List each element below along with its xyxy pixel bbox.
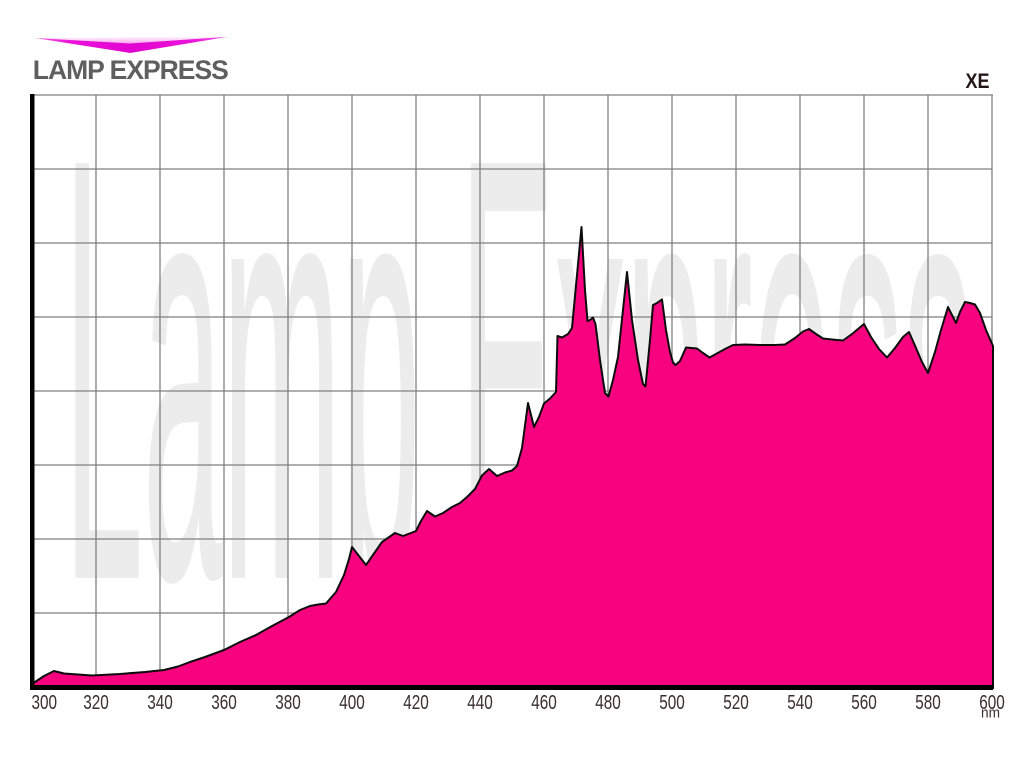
- svg-text:380: 380: [275, 692, 301, 714]
- svg-text:320: 320: [83, 692, 109, 714]
- svg-text:540: 540: [787, 692, 813, 714]
- svg-text:560: 560: [851, 692, 877, 714]
- svg-text:580: 580: [915, 692, 941, 714]
- svg-text:480: 480: [595, 692, 621, 714]
- svg-text:500: 500: [659, 692, 685, 714]
- svg-text:400: 400: [339, 692, 365, 714]
- svg-text:460: 460: [531, 692, 557, 714]
- svg-text:nm: nm: [981, 706, 1000, 722]
- svg-text:300: 300: [32, 692, 58, 714]
- svg-text:XE: XE: [966, 70, 990, 93]
- svg-text:360: 360: [211, 692, 237, 714]
- svg-text:LAMP EXPRESS: LAMP EXPRESS: [33, 55, 229, 85]
- svg-text:440: 440: [467, 692, 493, 714]
- svg-text:420: 420: [403, 692, 429, 714]
- svg-text:340: 340: [147, 692, 173, 714]
- svg-text:520: 520: [723, 692, 749, 714]
- svg-text:600: 600: [979, 692, 1005, 714]
